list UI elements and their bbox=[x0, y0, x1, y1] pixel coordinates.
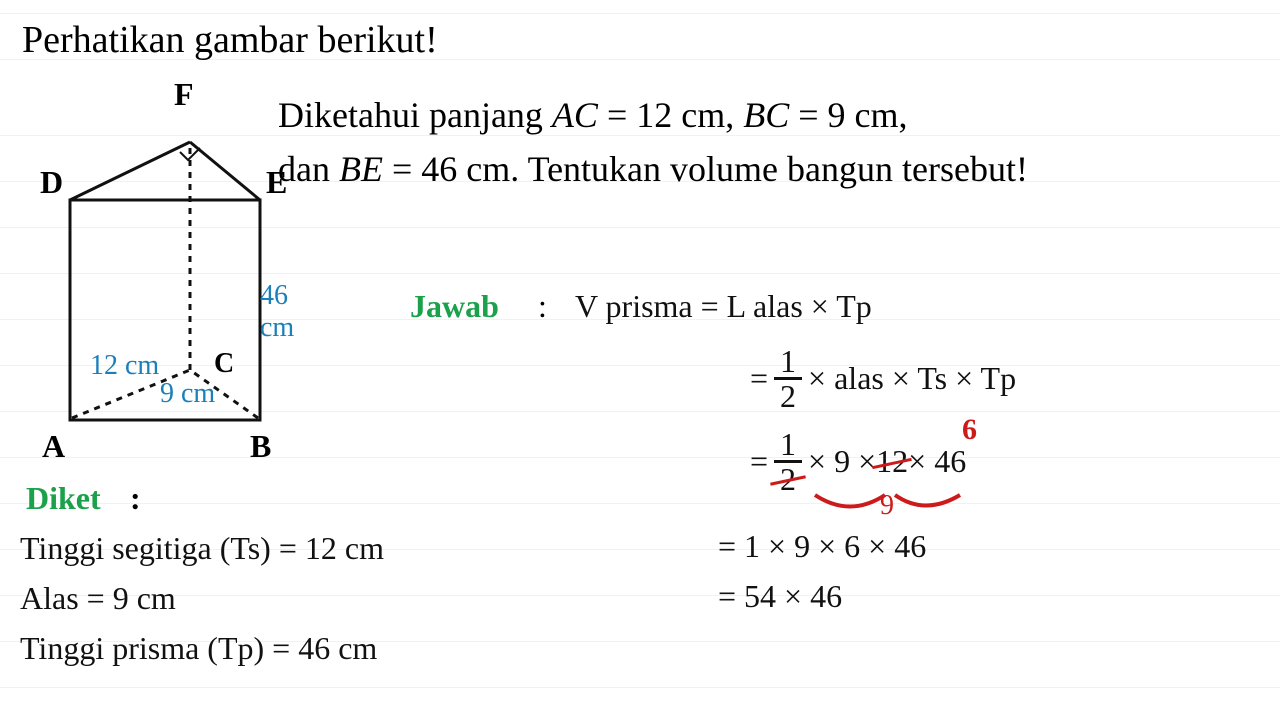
given-colon: : bbox=[130, 480, 141, 517]
label-E: E bbox=[266, 164, 287, 201]
eq3-equals: = bbox=[750, 443, 768, 480]
eq2-fraction: 1 2 bbox=[774, 345, 802, 412]
equation-1: V prisma = L alas × Tp bbox=[575, 288, 872, 325]
var-be: BE bbox=[339, 149, 383, 189]
equation-4: = 1 × 9 × 6 × 46 bbox=[718, 528, 926, 565]
eq3-den-struck: 2 bbox=[774, 463, 802, 495]
problem-statement: Diketahui panjang AC = 12 cm, BC = 9 cm,… bbox=[278, 88, 1038, 196]
dim-9: 9 cm bbox=[160, 378, 215, 410]
dim-12: 12 cm bbox=[90, 350, 159, 382]
var-ac: AC bbox=[552, 95, 598, 135]
label-A: A bbox=[42, 428, 65, 465]
equation-2: = 1 2 × alas × Ts × Tp bbox=[750, 345, 1016, 412]
eq2-num: 1 bbox=[774, 345, 802, 380]
eq2-rest: × alas × Ts × Tp bbox=[808, 360, 1016, 397]
answer-colon: : bbox=[538, 288, 547, 325]
eq2-equals: = bbox=[750, 360, 768, 397]
problem-pre: Diketahui panjang bbox=[278, 95, 552, 135]
problem-rest: = 46 cm. Tentukan volume bangun tersebut… bbox=[383, 149, 1028, 189]
label-F: F bbox=[174, 76, 194, 113]
page-title: Perhatikan gambar berikut! bbox=[22, 18, 438, 62]
red-annotation-6: 6 bbox=[962, 413, 977, 447]
given-label: Diket bbox=[26, 480, 101, 517]
given-line-1: Tinggi segitiga (Ts) = 12 cm bbox=[20, 530, 384, 567]
answer-label: Jawab bbox=[410, 288, 499, 325]
equation-3: = 1 2 × 9 × 12 × 46 bbox=[750, 428, 966, 495]
label-D: D bbox=[40, 164, 63, 201]
prism-diagram: F D E A B C 46 cm 12 cm 9 cm bbox=[30, 70, 280, 470]
red-annotation-9: 9 bbox=[880, 490, 894, 522]
label-B: B bbox=[250, 428, 271, 465]
prism-svg bbox=[30, 70, 290, 470]
val-bc: = 9 cm, bbox=[789, 95, 907, 135]
eq3-strike-12: 12 bbox=[876, 443, 908, 480]
eq2-den: 2 bbox=[774, 380, 802, 412]
val-ac: = 12 cm, bbox=[598, 95, 743, 135]
label-C: C bbox=[214, 348, 234, 380]
equation-5: = 54 × 46 bbox=[718, 578, 842, 615]
eq3-fraction: 1 2 bbox=[774, 428, 802, 495]
var-bc: BC bbox=[743, 95, 789, 135]
eq3-pre: × 9 × bbox=[808, 443, 876, 480]
given-line-3: Tinggi prisma (Tp) = 46 cm bbox=[20, 630, 377, 667]
given-line-2: Alas = 9 cm bbox=[20, 580, 176, 617]
eq3-num: 1 bbox=[774, 428, 802, 463]
dim-46: 46 cm bbox=[260, 280, 294, 344]
eq3-post: × 46 bbox=[908, 443, 966, 480]
